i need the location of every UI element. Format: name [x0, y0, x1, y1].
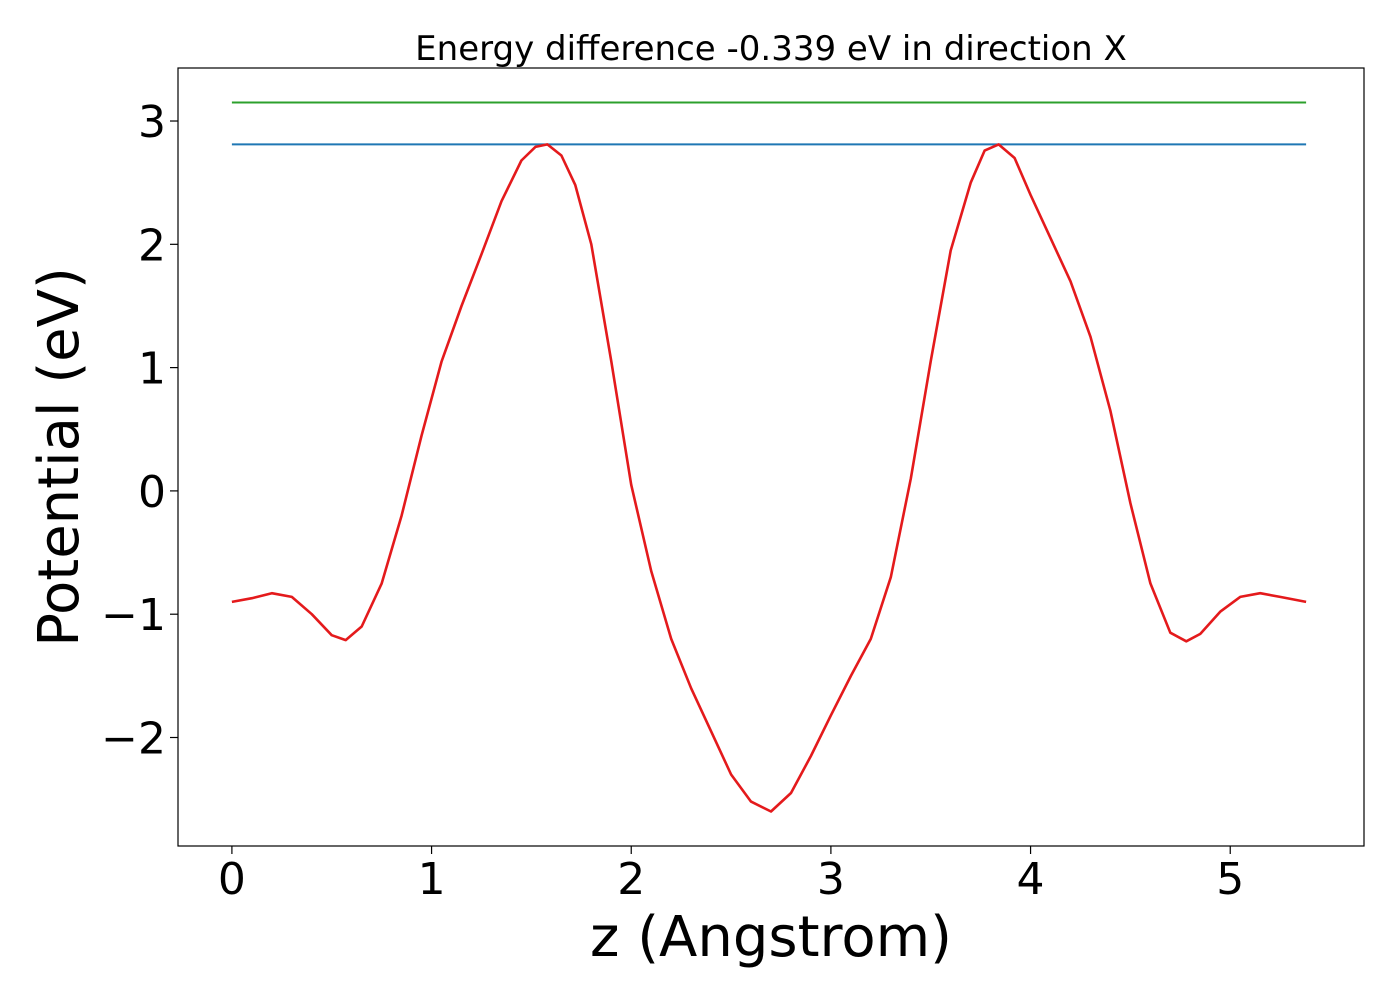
chart-title: Energy difference -0.339 eV in direction…: [415, 29, 1127, 69]
x-tick-label: 4: [1017, 854, 1045, 905]
x-axis-label: z (Angstrom): [590, 905, 952, 970]
y-tick-label: 1: [138, 344, 166, 395]
x-tick-label: 1: [418, 854, 446, 905]
y-tick-label: 0: [138, 467, 166, 518]
potential-curve: [231, 143, 1307, 813]
x-tick-label: 3: [817, 854, 845, 905]
axes-frame: [177, 67, 1365, 847]
plot-area: [231, 101, 1307, 813]
x-tick-label: 0: [218, 854, 246, 905]
y-axis-label: Potential (eV): [27, 267, 92, 647]
y-tick-label: 2: [138, 220, 166, 271]
y-tick-label: −1: [101, 590, 166, 641]
x-tick-label: 5: [1216, 854, 1244, 905]
y-tick-label: −2: [101, 713, 166, 764]
axis-ticks: 0 1 2 3 4 5 3 2 1 0 −1 −2: [101, 97, 1244, 905]
x-tick-label: 2: [617, 854, 645, 905]
y-tick-label: 3: [138, 97, 166, 148]
